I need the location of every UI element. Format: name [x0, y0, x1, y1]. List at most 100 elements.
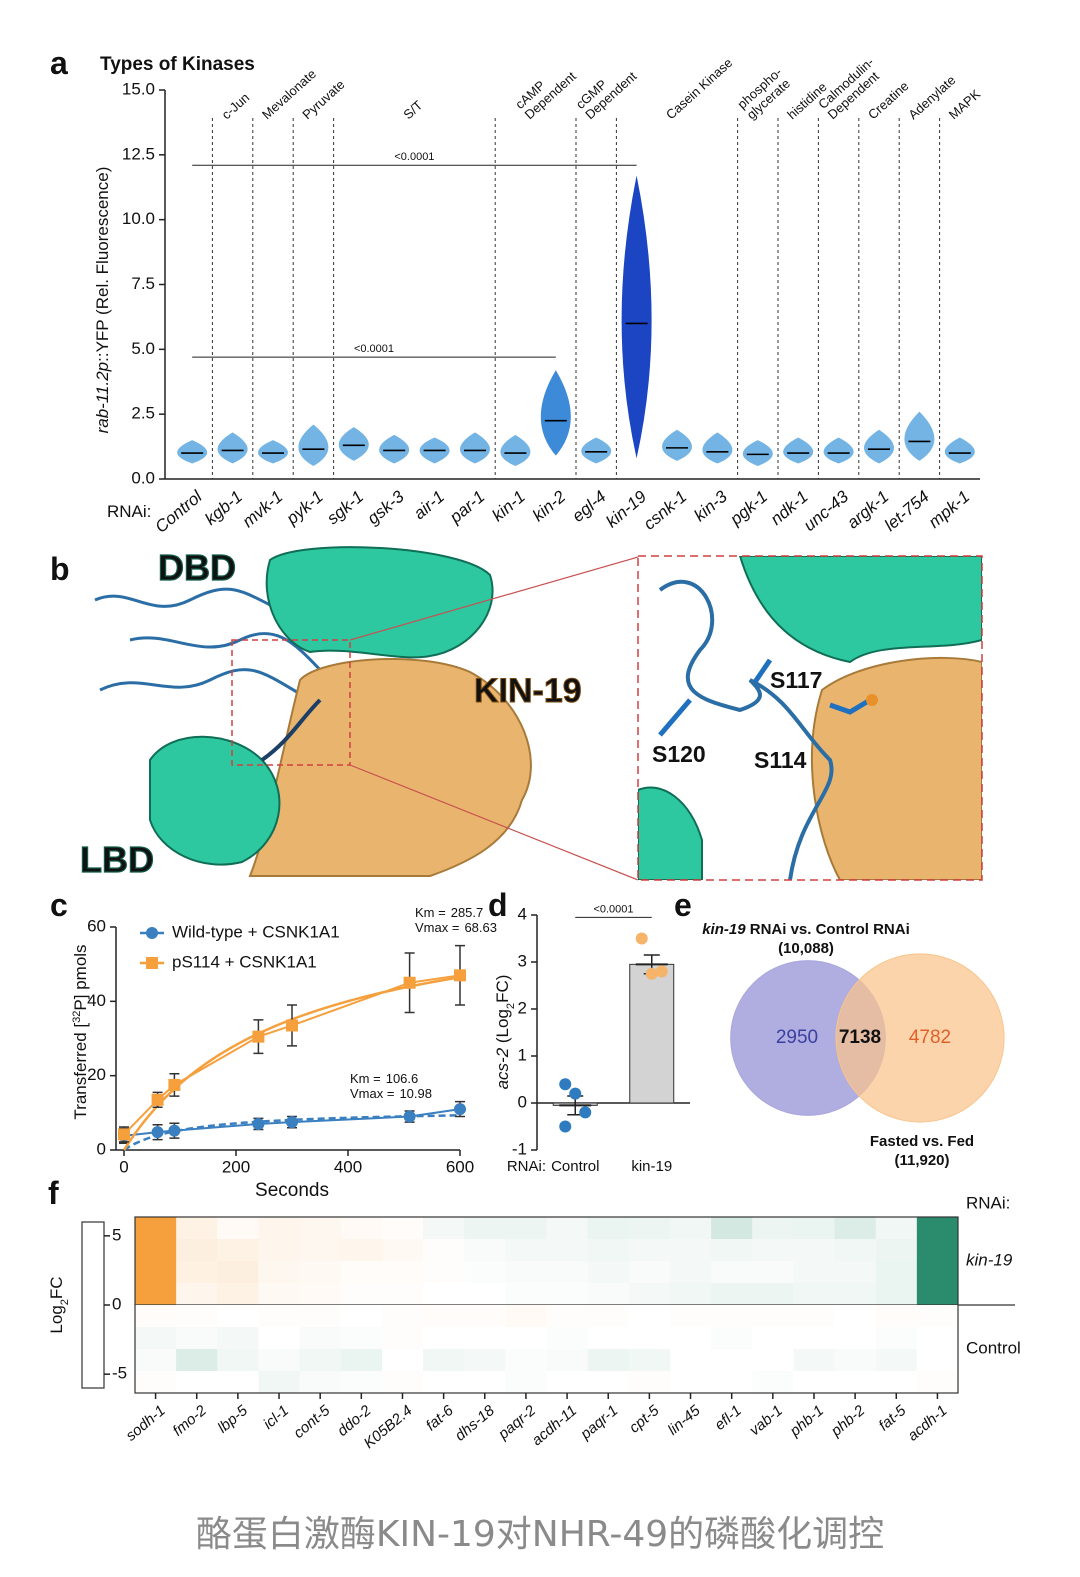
heat-cell: [135, 1217, 177, 1240]
heat-cell: [135, 1305, 177, 1328]
dbd-surface: [738, 556, 982, 664]
label-part: rab-11.2p: [93, 362, 112, 434]
heat-cell: [793, 1327, 836, 1350]
heat-cell: [834, 1349, 877, 1372]
heat-cell: [834, 1261, 877, 1284]
heat-cell: [217, 1349, 259, 1372]
colorbar-tick-label: -5: [112, 1364, 127, 1383]
heat-cell: [381, 1305, 424, 1328]
y-axis-label: acs-2 (Log2FC): [493, 975, 517, 1090]
y-tick-label: 2.5: [131, 404, 155, 423]
heat-cell: [587, 1261, 630, 1284]
heat-cell: [464, 1349, 506, 1372]
data-point: [645, 967, 658, 980]
marker: [168, 1078, 181, 1091]
heat-cell: [505, 1327, 547, 1350]
label-part: Fasted vs. Fed: [870, 1133, 974, 1150]
heat-cell: [299, 1371, 342, 1394]
label-part: 32: [71, 1011, 83, 1023]
ribbon: [129, 632, 332, 682]
residue-label: S114: [754, 747, 807, 773]
legend-label: pS114 + CSNK1A1: [172, 952, 317, 971]
fit-label: Km = 106.6: [350, 1071, 418, 1086]
panel-label: c: [50, 887, 68, 923]
heat-cell: [546, 1217, 589, 1240]
marker: [454, 1103, 466, 1116]
swarm: [258, 440, 288, 464]
heat-cell: [464, 1371, 506, 1394]
heat-cell: [669, 1349, 712, 1372]
panel-label: f: [48, 1175, 59, 1211]
swarm: [944, 437, 975, 464]
y-tick-label: 10.0: [122, 209, 155, 228]
set-size: (10,088): [778, 940, 834, 957]
heat-cell: [135, 1371, 177, 1394]
residue-label: S117: [770, 667, 822, 693]
p-value: <0.0001: [593, 903, 633, 915]
swarm: [823, 437, 854, 464]
heat-cell: [423, 1239, 465, 1262]
heat-cell: [258, 1349, 301, 1372]
heat-cell: [834, 1305, 877, 1328]
heat-cell: [916, 1371, 959, 1394]
p-value: <0.0001: [394, 151, 434, 163]
heat-cell: [752, 1349, 794, 1372]
heat-cell: [423, 1327, 465, 1350]
marker: [454, 969, 466, 982]
bar: [629, 963, 675, 1104]
row-group-label: Control: [966, 1338, 1021, 1357]
heat-cell: [546, 1283, 589, 1306]
heat-cell: [711, 1261, 753, 1284]
marker: [151, 1093, 164, 1106]
legend-marker: [146, 957, 158, 969]
heat-cell: [340, 1349, 383, 1372]
heat-cell: [340, 1371, 383, 1394]
heat-cell: [711, 1371, 753, 1394]
y-tick-label: 0.0: [131, 468, 155, 487]
heat-cell: [834, 1371, 877, 1394]
heat-cell: [752, 1239, 794, 1262]
heat-cell: [135, 1349, 177, 1372]
heat-cell: [546, 1349, 589, 1372]
zoom-view: [638, 556, 982, 880]
set-name: kin-19 RNAi vs. Control RNAi: [702, 921, 910, 938]
heat-cell: [381, 1327, 424, 1350]
x-tick-label: kin-19: [631, 1158, 672, 1175]
heat-cell: [711, 1305, 753, 1328]
heat-cell: [340, 1327, 383, 1350]
heat-cell: [669, 1261, 712, 1284]
heat-cell: [464, 1239, 506, 1262]
domain-label: KIN-19: [474, 672, 582, 710]
phosphate: [866, 694, 878, 706]
label-part: 2: [59, 1299, 71, 1305]
heat-cell: [135, 1261, 177, 1284]
set-size: (11,920): [894, 1152, 949, 1169]
x-axis-label: RNAi:: [107, 502, 151, 521]
heat-cell: [711, 1217, 753, 1240]
heat-cell: [505, 1371, 547, 1394]
label-part: kin-19: [702, 921, 746, 938]
heat-cell: [135, 1239, 177, 1262]
heat-cell: [916, 1217, 959, 1240]
fit-label: Km = 285.7: [415, 905, 483, 920]
heat-cell: [587, 1217, 630, 1240]
heat-cell: [464, 1283, 506, 1306]
heat-cell: [587, 1371, 630, 1394]
heatmap-frame: [134, 1216, 959, 1394]
heat-cell: [628, 1261, 671, 1284]
heat-cell: [546, 1305, 589, 1328]
venn-set: [835, 953, 1005, 1123]
heat-cell: [875, 1327, 918, 1350]
fit-label: Vmax = 10.98: [350, 1086, 432, 1101]
heat-cell: [176, 1283, 218, 1306]
marker: [252, 1117, 265, 1130]
heat-cell: [546, 1239, 589, 1262]
heat-cell: [423, 1371, 465, 1394]
y-tick-label: 40: [87, 991, 106, 1010]
swarm: [702, 432, 733, 464]
y-tick-label: 0: [97, 1139, 106, 1158]
heat-cell: [217, 1371, 259, 1394]
label-part: (Log: [493, 1009, 512, 1048]
data-point: [559, 1120, 572, 1133]
legend-label: Wild-type + CSNK1A1: [172, 922, 340, 941]
